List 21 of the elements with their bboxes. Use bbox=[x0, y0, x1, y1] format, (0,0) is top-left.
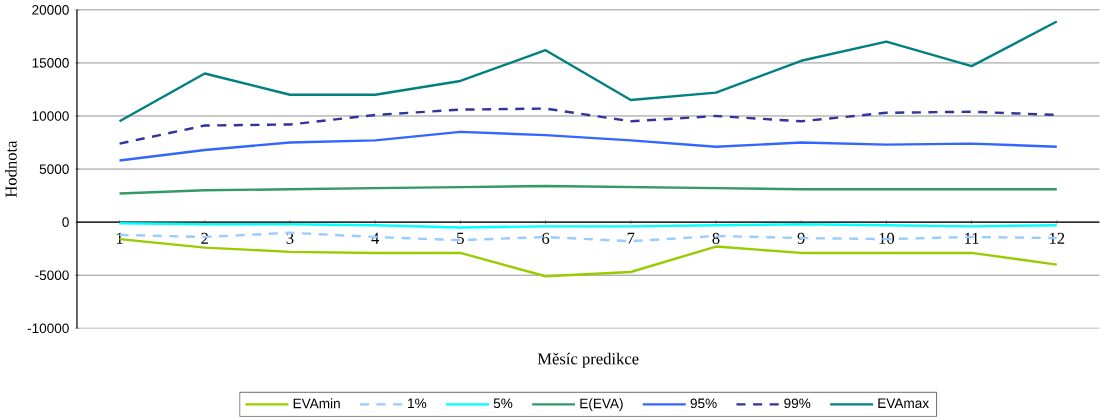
line-series bbox=[118, 130, 1059, 162]
y-tick-label: 0 bbox=[62, 217, 69, 228]
legend-label: EVAmax bbox=[878, 398, 929, 409]
legend-label: 1% bbox=[408, 398, 427, 409]
y-tick-label: -5000 bbox=[35, 270, 69, 281]
y-axis-title: Hodnota bbox=[5, 140, 17, 198]
legend-label: 95% bbox=[690, 398, 717, 409]
y-tick-label: 5000 bbox=[39, 164, 69, 174]
legend-label: E(EVA) bbox=[580, 398, 623, 412]
line-series bbox=[118, 20, 1059, 123]
legend-label: EVAmin bbox=[293, 398, 340, 409]
x-tick-label: 1 bbox=[116, 232, 123, 244]
y-tick-label: 15000 bbox=[32, 58, 69, 68]
legend-label: 5% bbox=[493, 398, 513, 409]
x-axis-title: Měsíc predikce bbox=[537, 352, 639, 368]
y-tick-label: 20000 bbox=[32, 5, 69, 15]
y-tick-label: 10000 bbox=[32, 111, 69, 121]
x-tick-label: 7 bbox=[627, 232, 635, 244]
y-tick-label: -10000 bbox=[27, 323, 69, 334]
legend-label: 99% bbox=[784, 398, 811, 409]
x-tick-label: 5 bbox=[457, 232, 464, 244]
